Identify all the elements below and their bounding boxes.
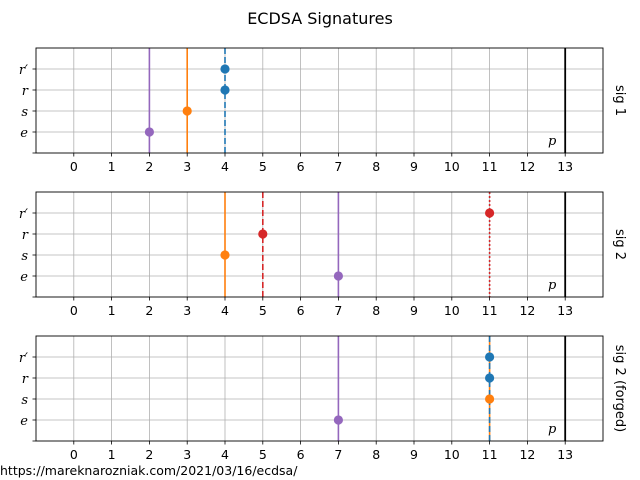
- x-tick-label: 1: [108, 447, 116, 462]
- x-tick-label: 6: [297, 447, 305, 462]
- y-tick-label: s: [21, 105, 28, 120]
- x-tick-label: 8: [372, 447, 380, 462]
- axes-frame: [35, 191, 604, 298]
- y-tick-label: r: [22, 372, 29, 387]
- x-tick-label: 8: [372, 159, 380, 174]
- x-tick-label: 1: [108, 303, 116, 318]
- point-s: [182, 106, 192, 116]
- x-tick-label: 4: [221, 159, 229, 174]
- axes-frame: [35, 335, 604, 442]
- point-e: [333, 271, 343, 281]
- x-tick-label: 3: [183, 159, 191, 174]
- x-tick-label: 0: [70, 447, 78, 462]
- point-r: [258, 229, 268, 239]
- panel-label: sig 1: [612, 85, 627, 116]
- panel-label: sig 2: [612, 229, 627, 260]
- y-tick-label: s: [21, 249, 28, 264]
- x-tick-label: 13: [557, 447, 573, 462]
- x-tick-label: 11: [482, 159, 498, 174]
- y-tick-label: e: [20, 270, 28, 285]
- x-tick-label: 9: [410, 159, 418, 174]
- x-tick-label: 5: [259, 447, 267, 462]
- boundary-label: p: [548, 422, 557, 437]
- x-tick-label: 8: [372, 303, 380, 318]
- panel-label: sig 2 (forged): [612, 345, 627, 432]
- x-tick-label: 12: [519, 159, 535, 174]
- point-s: [485, 394, 495, 404]
- x-tick-label: 2: [145, 159, 153, 174]
- x-tick-label: 12: [519, 447, 535, 462]
- x-tick-label: 1: [108, 159, 116, 174]
- boundary-label: p: [548, 278, 557, 293]
- x-tick-label: 7: [334, 159, 342, 174]
- x-tick-label: 6: [297, 159, 305, 174]
- y-tick-label: e: [20, 414, 28, 429]
- point-r: [220, 85, 230, 95]
- y-tick-label: r′: [19, 351, 28, 366]
- point-r: [485, 373, 495, 383]
- axes-frame: [35, 47, 604, 154]
- x-tick-label: 10: [444, 447, 460, 462]
- x-tick-label: 5: [259, 303, 267, 318]
- x-tick-label: 5: [259, 159, 267, 174]
- x-tick-label: 10: [444, 159, 460, 174]
- x-tick-label: 7: [334, 303, 342, 318]
- footer-url: https://mareknarozniak.com/2021/03/16/ec…: [0, 463, 298, 478]
- x-tick-label: 7: [334, 447, 342, 462]
- x-tick-label: 4: [221, 303, 229, 318]
- x-tick-label: 2: [145, 447, 153, 462]
- x-tick-label: 10: [444, 303, 460, 318]
- y-tick-label: e: [20, 126, 28, 141]
- point-r-prime: [485, 352, 495, 362]
- point-r-prime: [220, 64, 230, 74]
- x-tick-label: 11: [482, 447, 498, 462]
- x-tick-label: 2: [145, 303, 153, 318]
- figure-title: ECDSA Signatures: [247, 9, 393, 28]
- x-tick-label: 13: [557, 159, 573, 174]
- point-r-prime: [485, 208, 495, 218]
- x-tick-label: 11: [482, 303, 498, 318]
- x-tick-label: 0: [70, 159, 78, 174]
- y-tick-label: r: [22, 84, 29, 99]
- x-tick-label: 13: [557, 303, 573, 318]
- x-tick-label: 12: [519, 303, 535, 318]
- x-tick-label: 4: [221, 447, 229, 462]
- y-tick-label: s: [21, 393, 28, 408]
- x-tick-label: 9: [410, 303, 418, 318]
- point-e: [333, 415, 343, 425]
- y-tick-label: r′: [19, 63, 28, 78]
- x-tick-label: 9: [410, 447, 418, 462]
- x-tick-label: 6: [297, 303, 305, 318]
- point-s: [220, 250, 230, 260]
- point-e: [144, 127, 154, 137]
- y-tick-label: r′: [19, 207, 28, 222]
- x-tick-label: 3: [183, 303, 191, 318]
- x-tick-label: 0: [70, 303, 78, 318]
- boundary-label: p: [548, 134, 557, 149]
- y-tick-label: r: [22, 228, 29, 243]
- x-tick-label: 3: [183, 447, 191, 462]
